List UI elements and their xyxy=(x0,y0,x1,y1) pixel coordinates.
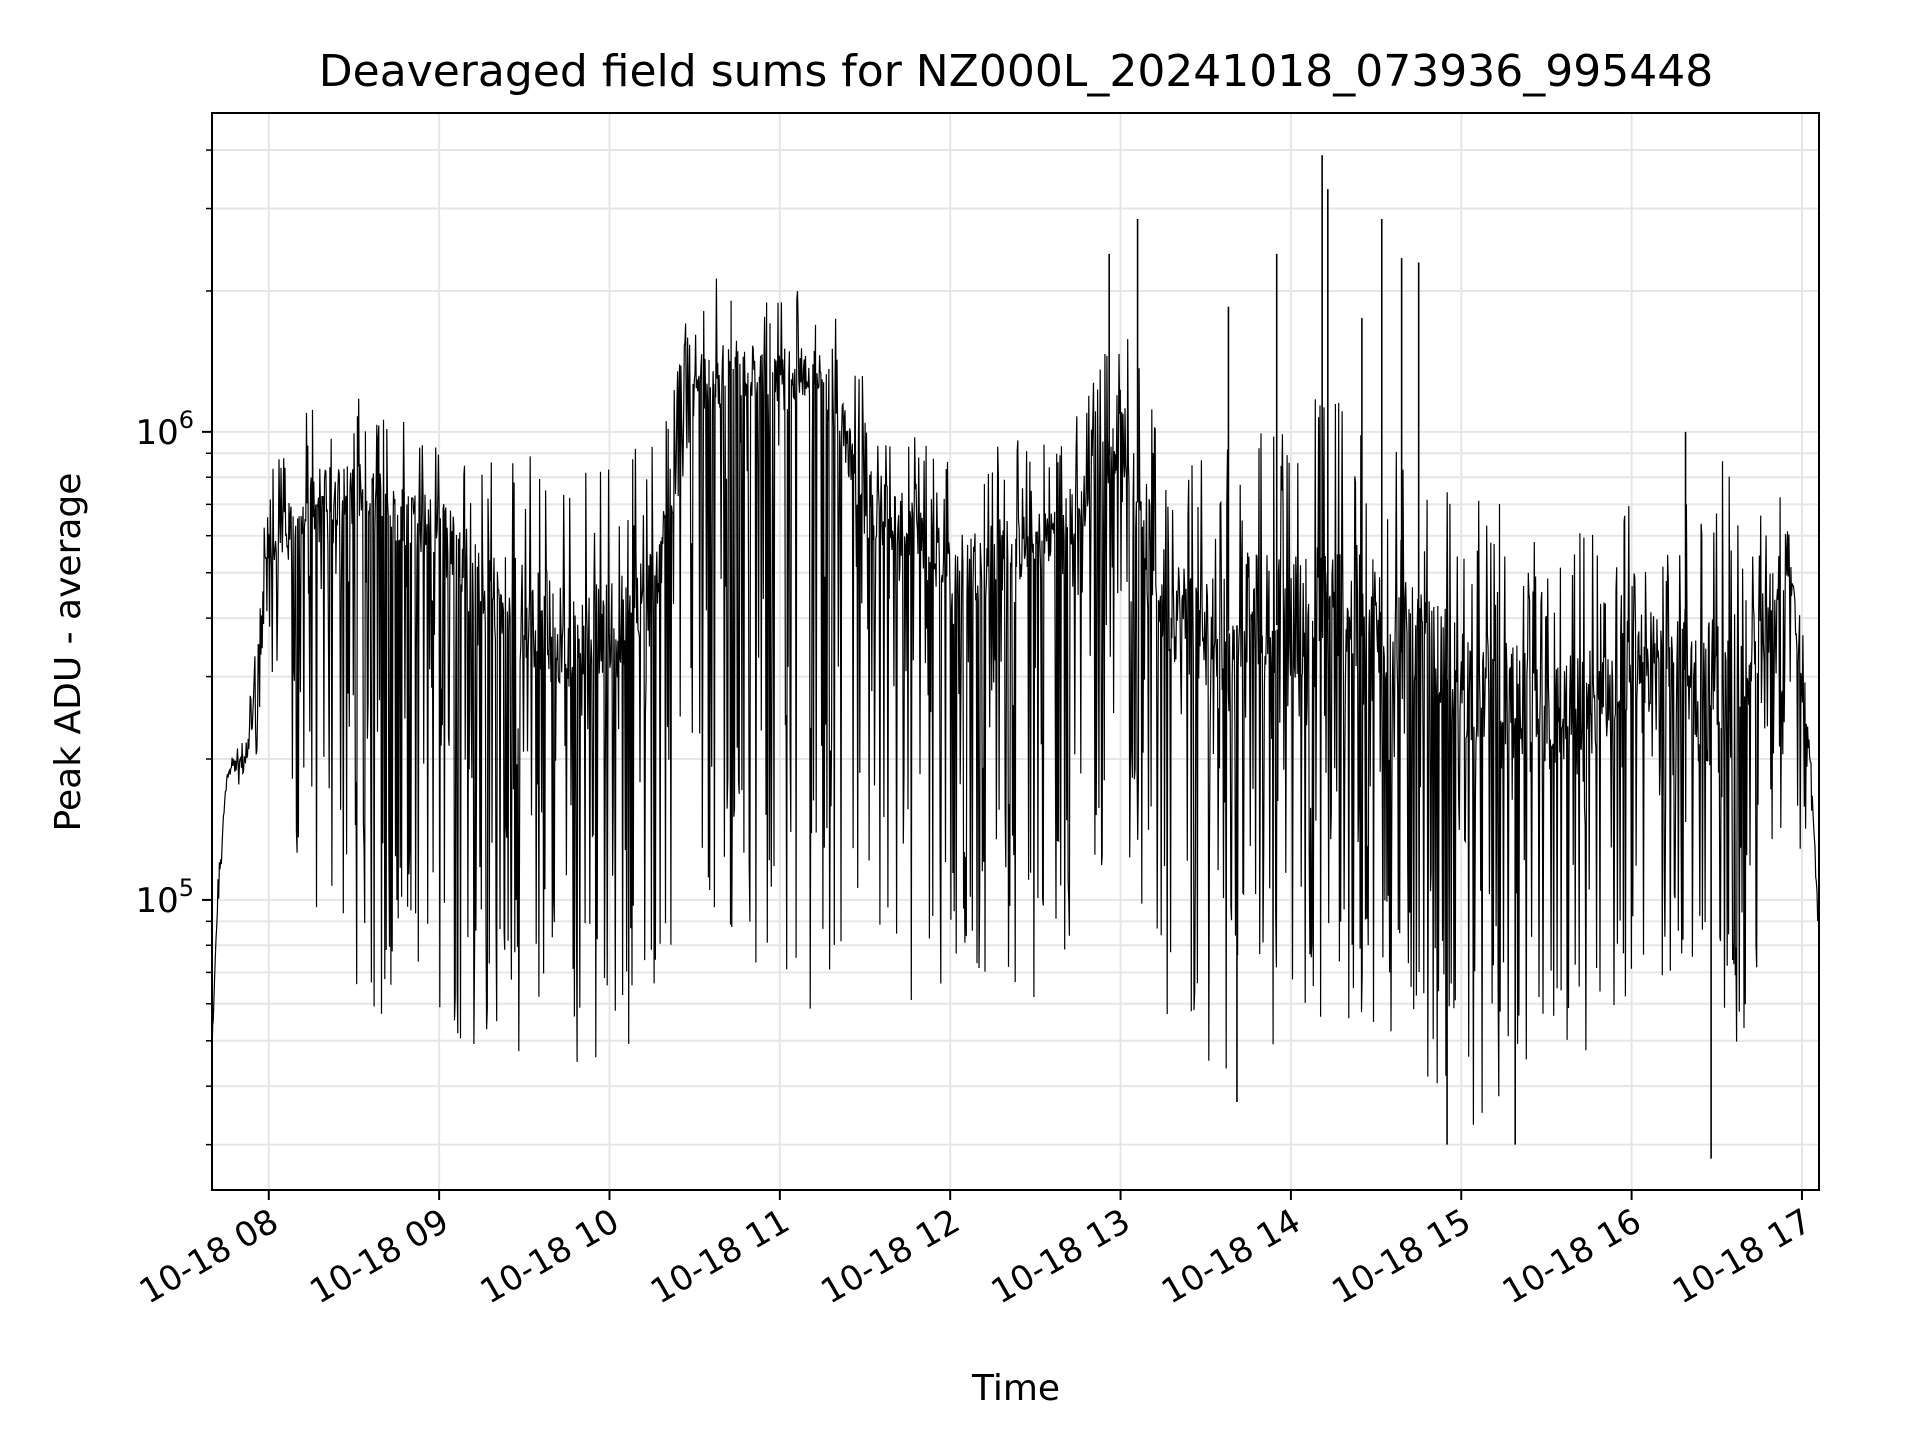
plot-frame xyxy=(211,112,1820,1191)
y-axis-label: Peak ADU - average xyxy=(48,473,89,832)
x-axis-label: Time xyxy=(971,1368,1060,1409)
y-tick-label: 106 xyxy=(135,406,194,453)
series-line xyxy=(211,278,1820,1125)
y-tick-label: 105 xyxy=(135,874,194,921)
y-axis-ticks: 105 106 xyxy=(135,149,212,1146)
data-series xyxy=(211,155,1820,1159)
chart-title: Deaveraged field sums for NZ000L_2024101… xyxy=(319,46,1713,97)
